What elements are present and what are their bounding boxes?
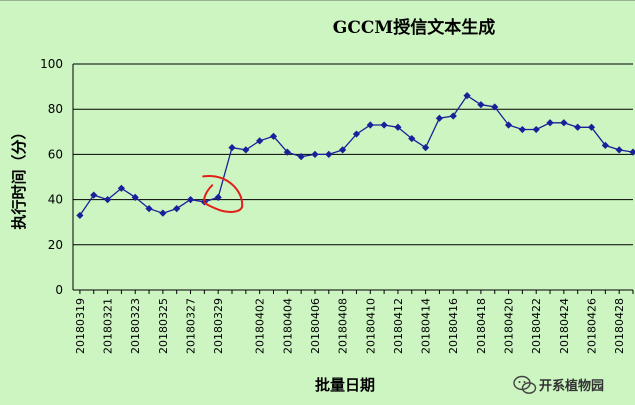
series-line — [79, 94, 634, 216]
x-tick-label: 20180424 — [558, 298, 571, 354]
data-point — [463, 92, 471, 100]
data-point — [491, 103, 499, 111]
data-point — [601, 141, 609, 149]
data-point — [283, 148, 291, 156]
data-point — [380, 121, 388, 129]
data-point — [366, 121, 374, 129]
x-tick-label: 20180418 — [475, 298, 488, 354]
x-tick-label: 20180422 — [530, 298, 543, 354]
data-point — [615, 146, 623, 154]
x-tick-label: 20180329 — [212, 298, 225, 354]
x-tick-label: 20180319 — [74, 298, 87, 354]
data-point — [186, 196, 195, 204]
watermark-text: 开系植物园 — [539, 378, 604, 394]
data-point — [256, 137, 264, 145]
data-point — [173, 205, 181, 213]
x-tick-label: 20180321 — [102, 298, 115, 354]
y-tick-label: 20 — [48, 238, 63, 252]
x-tick-label: 20180416 — [447, 298, 460, 354]
data-point — [477, 101, 485, 109]
data-point — [214, 193, 222, 201]
x-tick-label: 20180412 — [392, 298, 405, 354]
data-point — [242, 146, 250, 154]
data-point — [297, 153, 305, 161]
data-point — [587, 123, 596, 131]
x-tick-label: 20180402 — [254, 298, 267, 354]
data-point — [518, 125, 526, 134]
data-point — [629, 148, 635, 156]
data-point — [117, 184, 125, 192]
y-tick-label: 100 — [40, 57, 63, 71]
data-point — [352, 130, 361, 138]
x-tick-label: 20180410 — [364, 298, 377, 354]
data-point — [131, 193, 139, 201]
x-tick-label: 20180406 — [309, 298, 322, 354]
wechat-icon — [513, 375, 537, 394]
data-point — [325, 150, 333, 158]
x-tick-label: 20180325 — [157, 298, 170, 354]
x-tick-label: 20180404 — [281, 298, 294, 354]
x-tick-label: 20180420 — [503, 298, 516, 354]
x-tick-label: 20180414 — [420, 298, 433, 354]
data-point — [504, 121, 513, 129]
data-point — [311, 150, 319, 158]
data-point — [560, 119, 568, 127]
x-tick-label: 20180327 — [185, 298, 198, 354]
data-point — [145, 205, 153, 213]
x-tick-label: 20180426 — [586, 298, 599, 354]
annotation-circle — [202, 175, 244, 213]
x-tick-label: 20180323 — [129, 298, 142, 354]
data-point — [103, 196, 112, 204]
y-tick-label: 60 — [48, 147, 63, 161]
y-axis-label: 执行时间（分） — [10, 124, 28, 229]
chart-title: GCCM授信文本生成 — [333, 17, 495, 38]
data-point — [159, 209, 167, 217]
data-point — [76, 211, 84, 220]
y-tick-label: 40 — [48, 193, 63, 207]
data-point — [90, 191, 98, 199]
data-point — [421, 144, 430, 152]
x-axis-label: 批量日期 — [315, 376, 375, 394]
data-point — [574, 123, 582, 131]
data-point — [394, 123, 402, 131]
data-point — [449, 112, 457, 120]
data-point — [339, 146, 347, 154]
x-tick-label: 20180428 — [613, 298, 626, 354]
data-point — [532, 125, 540, 134]
data-point — [435, 114, 444, 122]
data-point — [546, 119, 554, 127]
y-tick-label: 80 — [48, 102, 63, 116]
data-point — [269, 132, 278, 140]
x-tick-label: 20180408 — [337, 298, 350, 354]
y-tick-label: 0 — [55, 283, 63, 297]
data-point — [408, 134, 416, 143]
data-point — [228, 144, 236, 152]
